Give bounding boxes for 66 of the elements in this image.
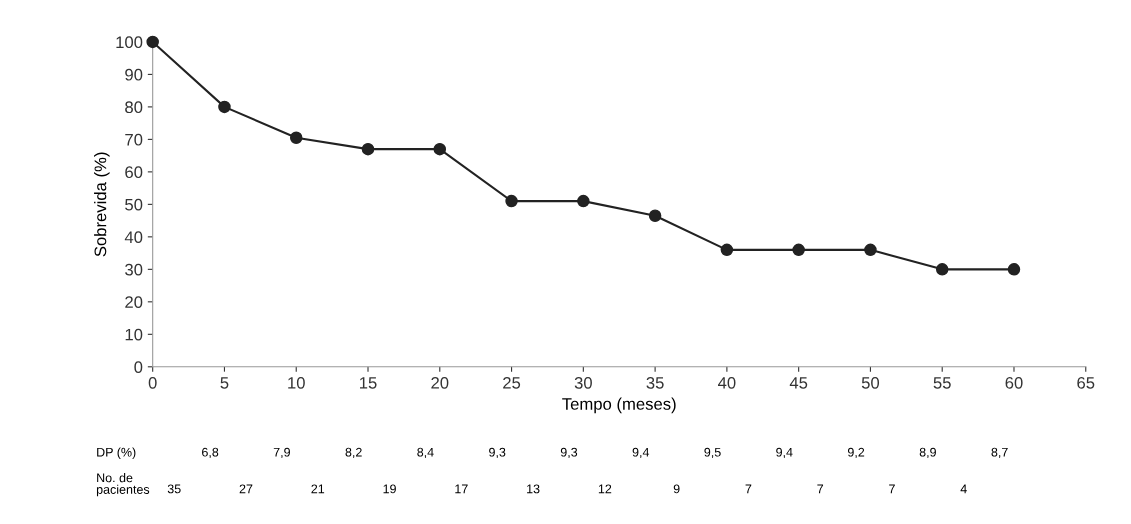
point bbox=[648, 209, 662, 222]
text: 9 bbox=[673, 484, 680, 494]
y-tick-label: 20 bbox=[125, 296, 143, 309]
text: 9,4 bbox=[632, 447, 650, 459]
text: 9,2 bbox=[847, 447, 865, 459]
text: 21 bbox=[311, 484, 325, 494]
point bbox=[864, 243, 877, 257]
text: 4 bbox=[960, 484, 967, 494]
y-tick-label: 90 bbox=[125, 68, 143, 81]
text: 27 bbox=[239, 484, 253, 494]
text: 9,3 bbox=[489, 447, 506, 459]
point bbox=[792, 243, 805, 257]
point bbox=[218, 100, 231, 114]
y-tick-label: 60 bbox=[125, 166, 143, 179]
text: 19 bbox=[383, 484, 396, 494]
x-tick-label: 60 bbox=[1005, 376, 1023, 389]
text: 7,9 bbox=[273, 447, 290, 459]
text: 12 bbox=[598, 484, 612, 494]
x-tick-label: 55 bbox=[933, 377, 951, 389]
x-tick-label: 20 bbox=[431, 376, 449, 389]
point bbox=[720, 243, 734, 257]
point bbox=[935, 263, 949, 276]
text: 9,5 bbox=[704, 447, 721, 459]
text: 35 bbox=[167, 484, 181, 494]
text: 9,4 bbox=[776, 447, 793, 459]
point bbox=[1007, 263, 1021, 276]
text: No. de pacientes bbox=[96, 473, 150, 497]
x-tick-label: 25 bbox=[503, 376, 521, 389]
point bbox=[146, 35, 159, 49]
y-tick-label: 30 bbox=[125, 263, 143, 276]
y-axis-title: Sobrevida (%) bbox=[94, 152, 110, 257]
point bbox=[289, 131, 303, 145]
y-tick-label: 80 bbox=[125, 101, 143, 114]
point bbox=[505, 194, 518, 208]
x-axis-title: Tempo (meses) bbox=[562, 397, 676, 414]
x-tick-label: 0 bbox=[148, 376, 157, 389]
x-tick-label: 50 bbox=[861, 376, 880, 389]
x-tick-label: 30 bbox=[574, 376, 592, 389]
text: DP (%) bbox=[97, 447, 136, 460]
x-tick-label: 65 bbox=[1077, 376, 1095, 389]
y-tick-label: 70 bbox=[125, 133, 143, 146]
text: 17 bbox=[455, 484, 468, 494]
text: 7 bbox=[745, 484, 752, 494]
text: 8,4 bbox=[417, 447, 434, 459]
text: 8,7 bbox=[991, 447, 1008, 459]
text: 9,3 bbox=[560, 447, 578, 459]
x-tick-label: 35 bbox=[646, 376, 664, 389]
point bbox=[361, 142, 375, 156]
text: 13 bbox=[527, 484, 540, 494]
text: 7 bbox=[889, 484, 895, 494]
x-tick-label: 10 bbox=[288, 376, 305, 389]
x-tick-label: 5 bbox=[220, 377, 229, 389]
x-tick-label: 15 bbox=[360, 377, 377, 389]
text: 8,9 bbox=[919, 447, 936, 459]
text: 7 bbox=[817, 484, 824, 494]
point bbox=[433, 142, 447, 156]
text: 8,2 bbox=[345, 447, 362, 459]
y-tick-label: 40 bbox=[124, 231, 143, 244]
y-tick-label: 50 bbox=[125, 198, 143, 211]
y-tick-label: 0 bbox=[134, 361, 143, 373]
text: 6,8 bbox=[202, 447, 219, 459]
y-tick-label: 100 bbox=[116, 36, 143, 49]
y-tick-label: 10 bbox=[125, 328, 143, 341]
point bbox=[577, 194, 590, 208]
x-tick-label: 45 bbox=[789, 377, 808, 389]
x-tick-label: 40 bbox=[718, 376, 736, 389]
